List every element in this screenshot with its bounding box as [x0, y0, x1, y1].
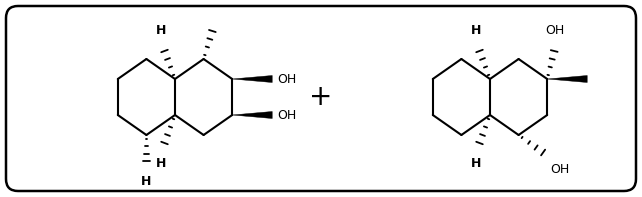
Polygon shape — [547, 75, 587, 83]
Polygon shape — [232, 112, 272, 119]
Text: H: H — [156, 24, 166, 37]
Text: H: H — [156, 157, 166, 170]
Text: H: H — [471, 157, 482, 170]
FancyBboxPatch shape — [6, 6, 636, 191]
Polygon shape — [232, 75, 272, 83]
Text: OH: OH — [551, 163, 570, 176]
Text: +: + — [309, 83, 333, 111]
Text: H: H — [141, 175, 152, 188]
Text: OH: OH — [277, 72, 297, 85]
Text: H: H — [471, 24, 482, 37]
Text: OH: OH — [277, 109, 297, 122]
Text: OH: OH — [546, 24, 565, 37]
